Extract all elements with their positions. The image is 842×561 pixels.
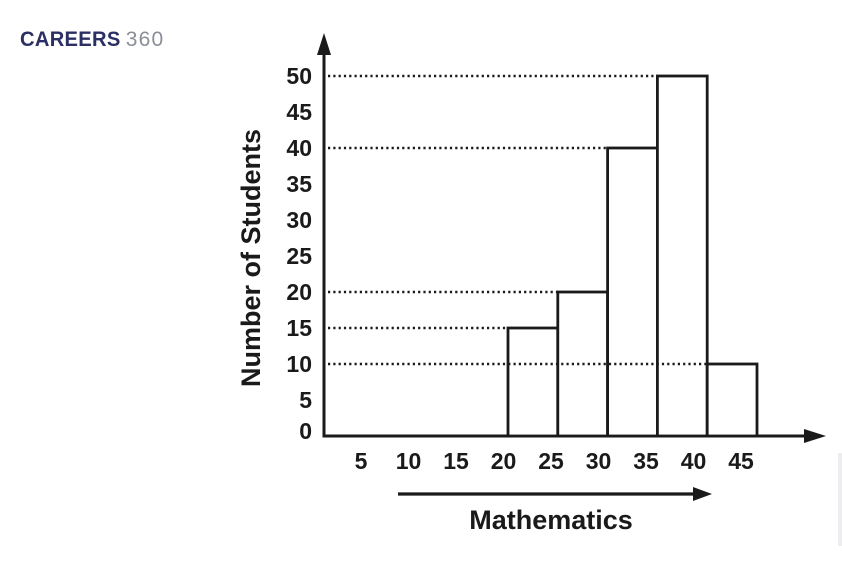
careers360-logo: CAREERS 360 [20, 28, 164, 52]
y-tick-label-5: 5 [299, 387, 312, 413]
y-tick-label-25: 25 [286, 243, 312, 269]
x-tick-label-40: 40 [681, 448, 707, 474]
x-axis-title: Mathematics [469, 505, 633, 535]
y-tick-label-40: 40 [286, 135, 312, 161]
histogram-bar-30-35 [606, 146, 659, 438]
y-tick-label-30: 30 [286, 207, 312, 233]
y-axis-arrowhead-icon [317, 33, 331, 55]
y-tick-label-20: 20 [286, 279, 312, 305]
y-tick-label-0: 0 [299, 418, 312, 444]
x-tick-label-15: 15 [443, 448, 469, 474]
logo-brand-text: CAREERS [20, 28, 121, 51]
x-tick-label-10: 10 [396, 448, 422, 474]
x-tick-label-5: 5 [355, 448, 368, 474]
y-tick-label-50: 50 [286, 63, 312, 89]
x-tick-label-25: 25 [538, 448, 564, 474]
y-tick-label-45: 45 [286, 99, 312, 125]
x-tick-label-45: 45 [728, 448, 754, 474]
histogram-bar-35-40 [656, 74, 709, 438]
histogram-bar-40-45 [705, 362, 759, 438]
x-tick-label-35: 35 [633, 448, 659, 474]
x-tick-label-20: 20 [491, 448, 517, 474]
y-tick-label-10: 10 [286, 351, 312, 377]
logo-suffix-text: 360 [125, 28, 165, 51]
right-edge-scrollbar-fragment [838, 453, 842, 546]
histogram-bar-20-25 [506, 326, 560, 438]
y-tick-label-35: 35 [286, 171, 312, 197]
x-label-arrowhead-icon [693, 487, 712, 501]
y-tick-label-15: 15 [286, 315, 312, 341]
y-axis-title: Number of Students [236, 129, 266, 387]
x-tick-label-30: 30 [586, 448, 612, 474]
x-axis-arrowhead-icon [804, 429, 826, 443]
